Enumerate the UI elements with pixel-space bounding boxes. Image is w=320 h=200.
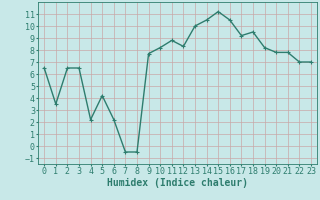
X-axis label: Humidex (Indice chaleur): Humidex (Indice chaleur) — [107, 178, 248, 188]
